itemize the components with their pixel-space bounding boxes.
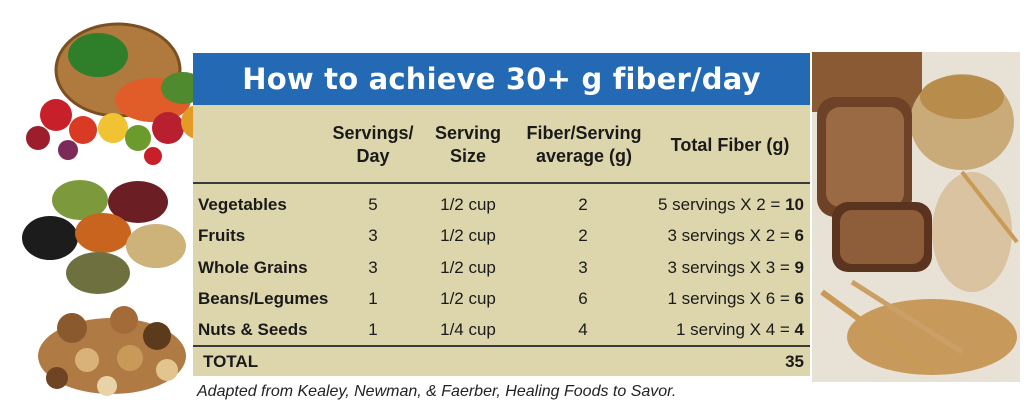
row-label: Whole Grains: [198, 258, 308, 277]
row-servings: 1: [368, 289, 378, 308]
row-label: Beans/Legumes: [198, 289, 329, 308]
fiber-table-card: How to achieve 30+ g fiber/day Servings/…: [193, 53, 810, 376]
source-caption: Adapted from Kealey, Newman, & Faerber, …: [197, 383, 677, 400]
column-header-serving-size: Serving Size: [434, 123, 502, 166]
row-size: 1/2 cup: [440, 289, 496, 308]
row-fiber: 3: [578, 258, 588, 277]
row-label: Fruits: [198, 226, 246, 245]
column-header-servings-day: Servings/Day: [332, 123, 414, 166]
row-servings: 5: [368, 195, 378, 214]
table-title: How to achieve 30+ g fiber/day: [193, 53, 810, 105]
header-divider: [193, 182, 810, 184]
row-label: Vegetables: [198, 195, 287, 214]
row-total: 1 serving X 4 = 4: [675, 320, 804, 339]
table-row: Vegetables 5 1/2 cup 2 5 servings X 2 = …: [193, 189, 810, 220]
total-row: TOTAL 35: [193, 348, 810, 376]
column-header-total-fiber: Total Fiber (g): [670, 134, 790, 155]
table-row: Fruits 3 1/2 cup 2 3 servings X 2 = 6: [193, 220, 810, 251]
total-value: 35: [785, 352, 804, 371]
row-servings: 3: [368, 226, 378, 245]
row-fiber: 2: [578, 226, 588, 245]
row-total: 3 servings X 3 = 9: [667, 258, 804, 277]
row-label: Nuts & Seeds: [198, 320, 308, 339]
row-size: 1/2 cup: [440, 226, 496, 245]
row-size: 1/2 cup: [440, 258, 496, 277]
row-size: 1/4 cup: [440, 320, 496, 339]
bread-and-grains-icon: [812, 52, 1020, 382]
total-divider: [193, 345, 810, 347]
row-fiber: 4: [578, 320, 588, 339]
row-fiber: 2: [578, 195, 588, 214]
row-total: 3 servings X 2 = 6: [667, 226, 804, 245]
row-servings: 3: [368, 258, 378, 277]
table-row: Whole Grains 3 1/2 cup 3 3 servings X 3 …: [193, 252, 810, 283]
row-total: 5 servings X 2 = 10: [657, 195, 804, 214]
row-servings: 1: [368, 320, 378, 339]
legumes-icon: [22, 180, 186, 294]
table-row: Nuts & Seeds 1 1/4 cup 4 1 serving X 4 =…: [193, 314, 810, 345]
row-size: 1/2 cup: [440, 195, 496, 214]
total-label: TOTAL: [203, 352, 259, 371]
row-total: 1 servings X 6 = 6: [667, 289, 804, 308]
table-row: Beans/Legumes 1 1/2 cup 6 1 servings X 6…: [193, 283, 810, 314]
column-header-fiber-per-serving: Fiber/Serving average (g): [526, 123, 642, 166]
nuts-icon: [38, 306, 186, 396]
row-fiber: 6: [578, 289, 588, 308]
